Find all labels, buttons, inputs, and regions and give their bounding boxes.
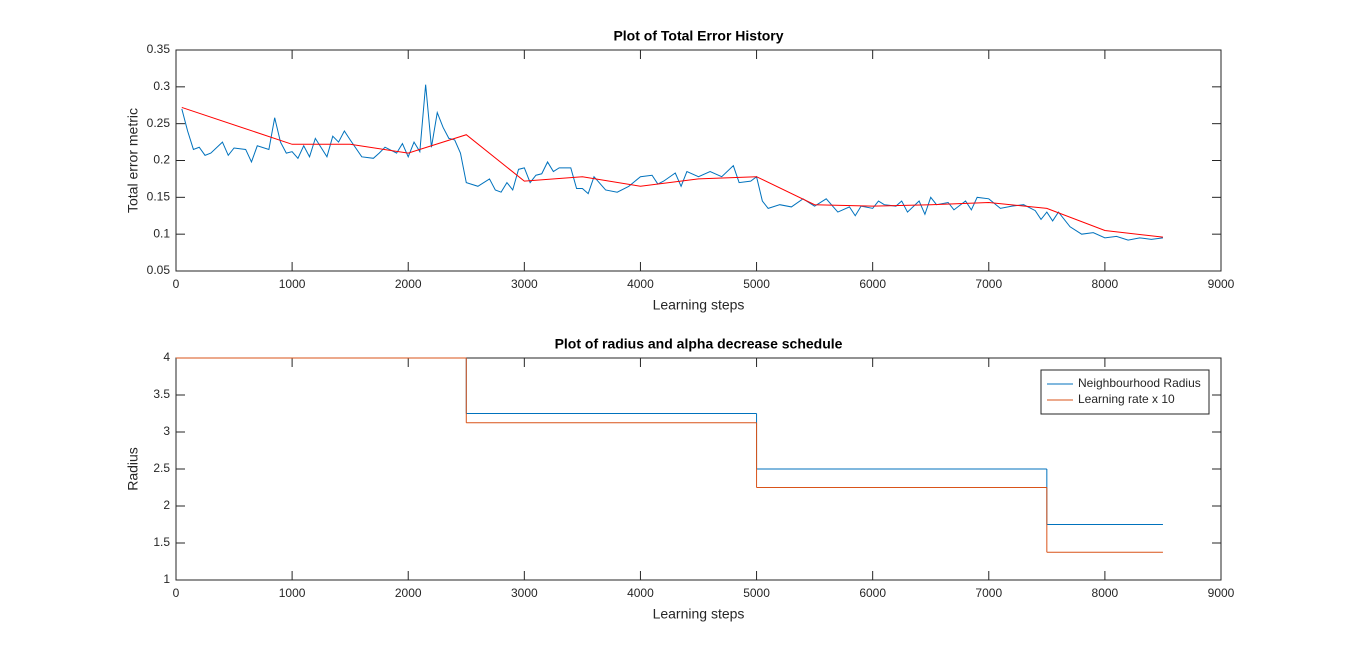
y-tick-label: 0.25	[147, 116, 171, 130]
x-tick-label: 3000	[511, 586, 538, 600]
x-tick-label: 0	[173, 586, 180, 600]
y-tick-label: 0.15	[147, 190, 171, 204]
y-tick-label: 2.5	[153, 461, 170, 475]
chart-title: Plot of radius and alpha decrease schedu…	[555, 336, 843, 352]
legend-label: Neighbourhood Radius	[1078, 376, 1201, 390]
plot-area	[175, 49, 1222, 272]
y-tick-label: 4	[163, 350, 170, 364]
x-tick-label: 8000	[1092, 277, 1119, 291]
x-tick-label: 4000	[627, 277, 654, 291]
y-axis-label: Total error metric	[125, 108, 141, 213]
x-tick-label: 1000	[279, 277, 306, 291]
x-tick-label: 6000	[859, 277, 886, 291]
y-tick-label: 3.5	[153, 387, 170, 401]
x-tick-label: 4000	[627, 586, 654, 600]
x-axis-label: Learning steps	[653, 297, 745, 313]
y-tick-label: 0.05	[147, 263, 171, 277]
y-tick-label: 1	[163, 572, 170, 586]
series-line	[181, 106, 1163, 238]
x-tick-label: 9000	[1208, 586, 1235, 600]
y-tick-label: 3	[163, 424, 170, 438]
y-tick-label: 0.2	[153, 153, 170, 167]
x-tick-label: 9000	[1208, 277, 1235, 291]
x-tick-label: 7000	[975, 277, 1002, 291]
y-tick-label: 0.35	[147, 42, 171, 56]
x-axis-label: Learning steps	[653, 606, 745, 622]
x-tick-label: 3000	[511, 277, 538, 291]
y-tick-label: 0.1	[153, 226, 170, 240]
legend-label: Learning rate x 10	[1078, 392, 1175, 406]
x-tick-label: 8000	[1092, 586, 1119, 600]
x-tick-label: 6000	[859, 586, 886, 600]
y-tick-label: 1.5	[153, 535, 170, 549]
y-tick-label: 2	[163, 498, 170, 512]
x-tick-label: 2000	[395, 277, 422, 291]
legend	[1040, 369, 1210, 415]
x-tick-label: 5000	[743, 277, 770, 291]
y-tick-label: 0.3	[153, 79, 170, 93]
x-tick-label: 7000	[975, 586, 1002, 600]
chart-title: Plot of Total Error History	[613, 28, 783, 44]
x-tick-label: 2000	[395, 586, 422, 600]
x-tick-label: 0	[173, 277, 180, 291]
x-tick-label: 5000	[743, 586, 770, 600]
y-axis-label: Radius	[125, 447, 141, 491]
x-tick-label: 1000	[279, 586, 306, 600]
